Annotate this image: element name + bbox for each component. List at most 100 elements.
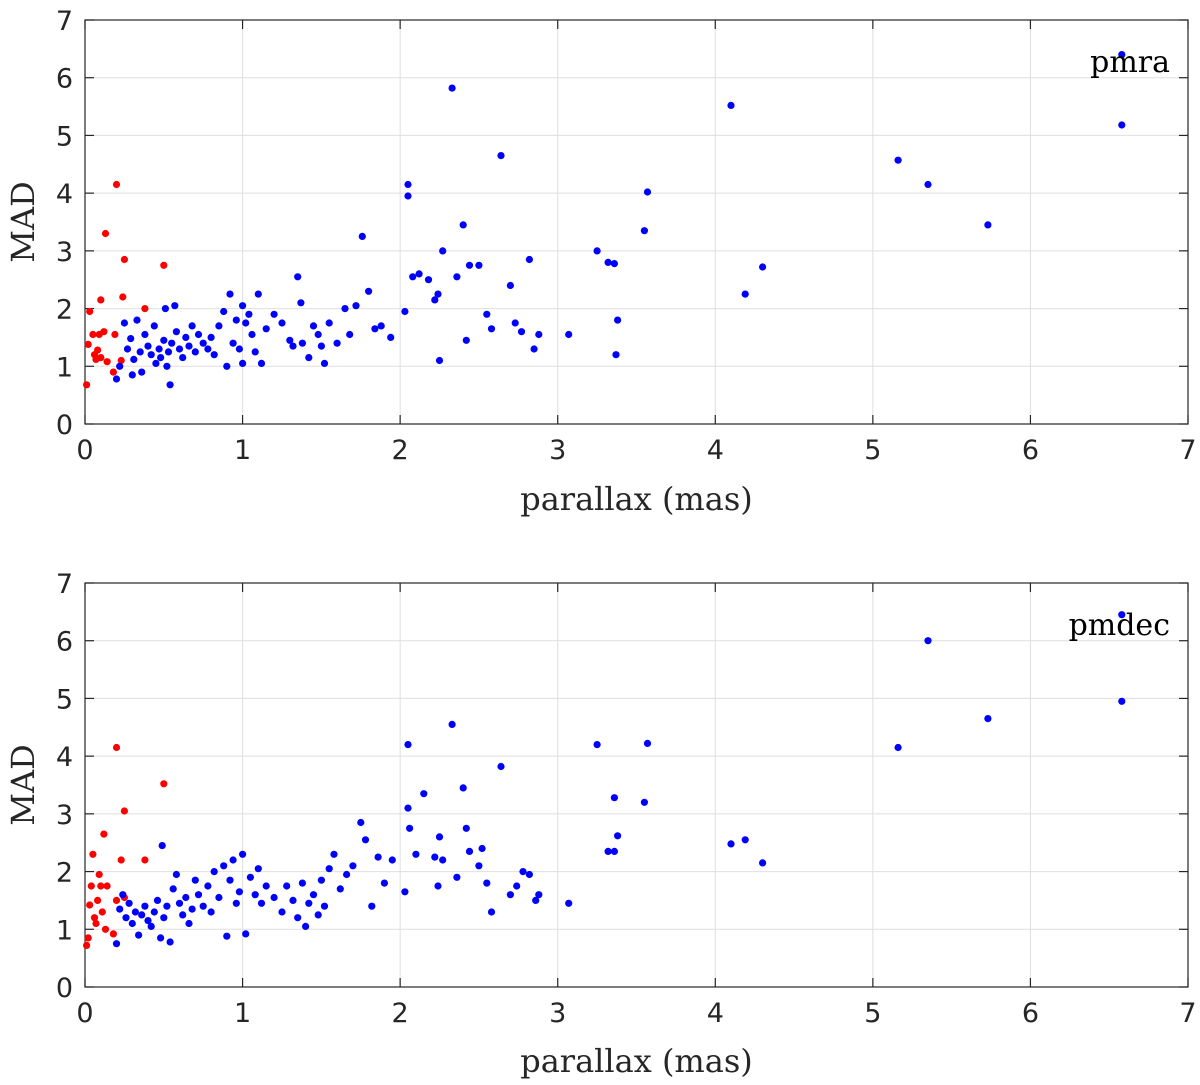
point-blue-pmdec <box>172 870 180 879</box>
point-blue-pmdec <box>169 885 177 893</box>
point-blue-pmdec <box>157 934 165 942</box>
point-blue-pmra <box>610 260 619 268</box>
point-red-pmra <box>94 346 102 354</box>
point-blue-pmra <box>298 339 306 347</box>
point-red-pmra <box>103 358 111 366</box>
point-blue-pmdec <box>487 908 496 916</box>
point-blue-pmra <box>257 359 266 367</box>
x-tick-label-pmra: 3 <box>549 435 566 466</box>
point-blue-pmdec <box>232 899 240 907</box>
point-blue-pmdec <box>593 741 601 749</box>
x-tick-label-pmra: 2 <box>392 435 409 466</box>
point-blue-pmdec <box>131 908 139 916</box>
point-red-pmdec <box>86 901 94 909</box>
point-blue-pmdec <box>182 893 190 902</box>
point-blue-pmra <box>163 362 171 370</box>
y-tick-label-pmra: 7 <box>56 6 73 37</box>
point-blue-pmdec <box>150 908 158 916</box>
point-blue-pmra <box>462 336 470 344</box>
y-tick-label-pmra: 3 <box>56 237 73 268</box>
point-blue-pmdec <box>229 856 237 864</box>
point-red-pmra <box>100 328 108 336</box>
point-blue-pmra <box>144 342 152 350</box>
point-red-pmra <box>160 261 168 269</box>
point-red-pmdec <box>101 925 110 933</box>
x-tick-label-pmdec: 2 <box>392 998 409 1029</box>
point-blue-pmdec <box>565 899 573 907</box>
point-blue-pmdec <box>412 850 420 858</box>
point-blue-pmdec <box>246 873 254 881</box>
point-blue-pmra <box>160 336 168 344</box>
point-blue-pmra <box>294 273 302 281</box>
point-blue-pmdec <box>283 882 291 890</box>
point-blue-pmra <box>270 310 278 318</box>
point-blue-pmra <box>215 322 223 330</box>
point-blue-pmdec <box>199 902 207 910</box>
point-blue-pmdec <box>226 876 234 884</box>
point-blue-pmra <box>404 180 412 189</box>
y-tick-label-pmdec: 5 <box>56 684 73 715</box>
point-blue-pmra <box>171 302 179 310</box>
point-blue-pmdec <box>497 762 505 771</box>
point-blue-pmra <box>248 330 256 339</box>
point-blue-pmdec <box>147 922 155 931</box>
point-blue-pmra <box>640 227 649 235</box>
point-blue-pmra <box>185 342 193 350</box>
point-red-pmdec <box>87 882 95 890</box>
point-blue-pmra <box>138 368 146 376</box>
point-red-pmdec <box>141 856 149 864</box>
point-blue-pmdec <box>239 850 247 858</box>
point-red-pmra <box>117 356 125 365</box>
point-blue-pmra <box>278 319 286 327</box>
point-blue-pmra <box>535 330 543 339</box>
point-blue-pmdec <box>368 902 376 910</box>
point-blue-pmdec <box>349 862 357 870</box>
point-red-pmdec <box>98 908 106 916</box>
point-blue-pmdec <box>532 896 540 905</box>
point-blue-pmdec <box>166 938 174 946</box>
point-red-pmra <box>83 381 91 389</box>
point-blue-pmra <box>346 330 354 339</box>
x-axis-label-pmra: parallax (mas) <box>520 480 753 518</box>
point-blue-pmdec <box>175 899 184 907</box>
point-blue-pmdec <box>235 888 243 896</box>
point-blue-pmdec <box>894 743 902 752</box>
point-blue-pmra <box>415 270 423 278</box>
point-blue-pmdec <box>210 868 218 876</box>
x-tick-label-pmra: 0 <box>76 435 93 466</box>
y-tick-label-pmdec: 2 <box>56 858 73 889</box>
point-blue-pmra <box>487 325 496 333</box>
point-blue-pmra <box>525 255 534 264</box>
point-blue-pmra <box>333 339 341 347</box>
point-blue-pmdec <box>336 885 344 893</box>
point-blue-pmra <box>223 362 231 370</box>
point-blue-pmdec <box>404 804 412 812</box>
point-blue-pmdec <box>116 905 124 913</box>
point-red-pmdec <box>100 830 108 838</box>
point-red-pmra <box>101 229 110 238</box>
y-tick-label-pmra: 0 <box>56 410 73 441</box>
point-blue-pmdec <box>453 873 461 881</box>
point-blue-pmra <box>179 354 187 362</box>
point-red-pmdec <box>112 896 121 905</box>
point-blue-pmdec <box>125 899 133 907</box>
x-tick-label-pmdec: 0 <box>76 998 93 1029</box>
point-blue-pmdec <box>194 891 203 899</box>
point-red-pmdec <box>109 930 117 938</box>
x-axis-label-pmdec: parallax (mas) <box>520 1042 753 1080</box>
point-blue-pmra <box>614 316 622 324</box>
point-red-pmra <box>111 330 119 339</box>
y-tick-label-pmdec: 4 <box>56 742 73 773</box>
point-blue-pmra <box>401 307 409 316</box>
point-blue-pmdec <box>262 882 270 890</box>
point-blue-pmdec <box>112 940 121 948</box>
point-red-pmdec <box>112 743 121 752</box>
y-axis-label-pmra: MAD <box>4 181 42 263</box>
point-blue-pmdec <box>759 859 767 867</box>
point-blue-pmra <box>172 328 180 336</box>
point-blue-pmra <box>984 221 992 229</box>
point-blue-pmdec <box>434 882 442 890</box>
point-blue-pmra <box>506 281 514 290</box>
point-blue-pmdec <box>459 784 467 792</box>
